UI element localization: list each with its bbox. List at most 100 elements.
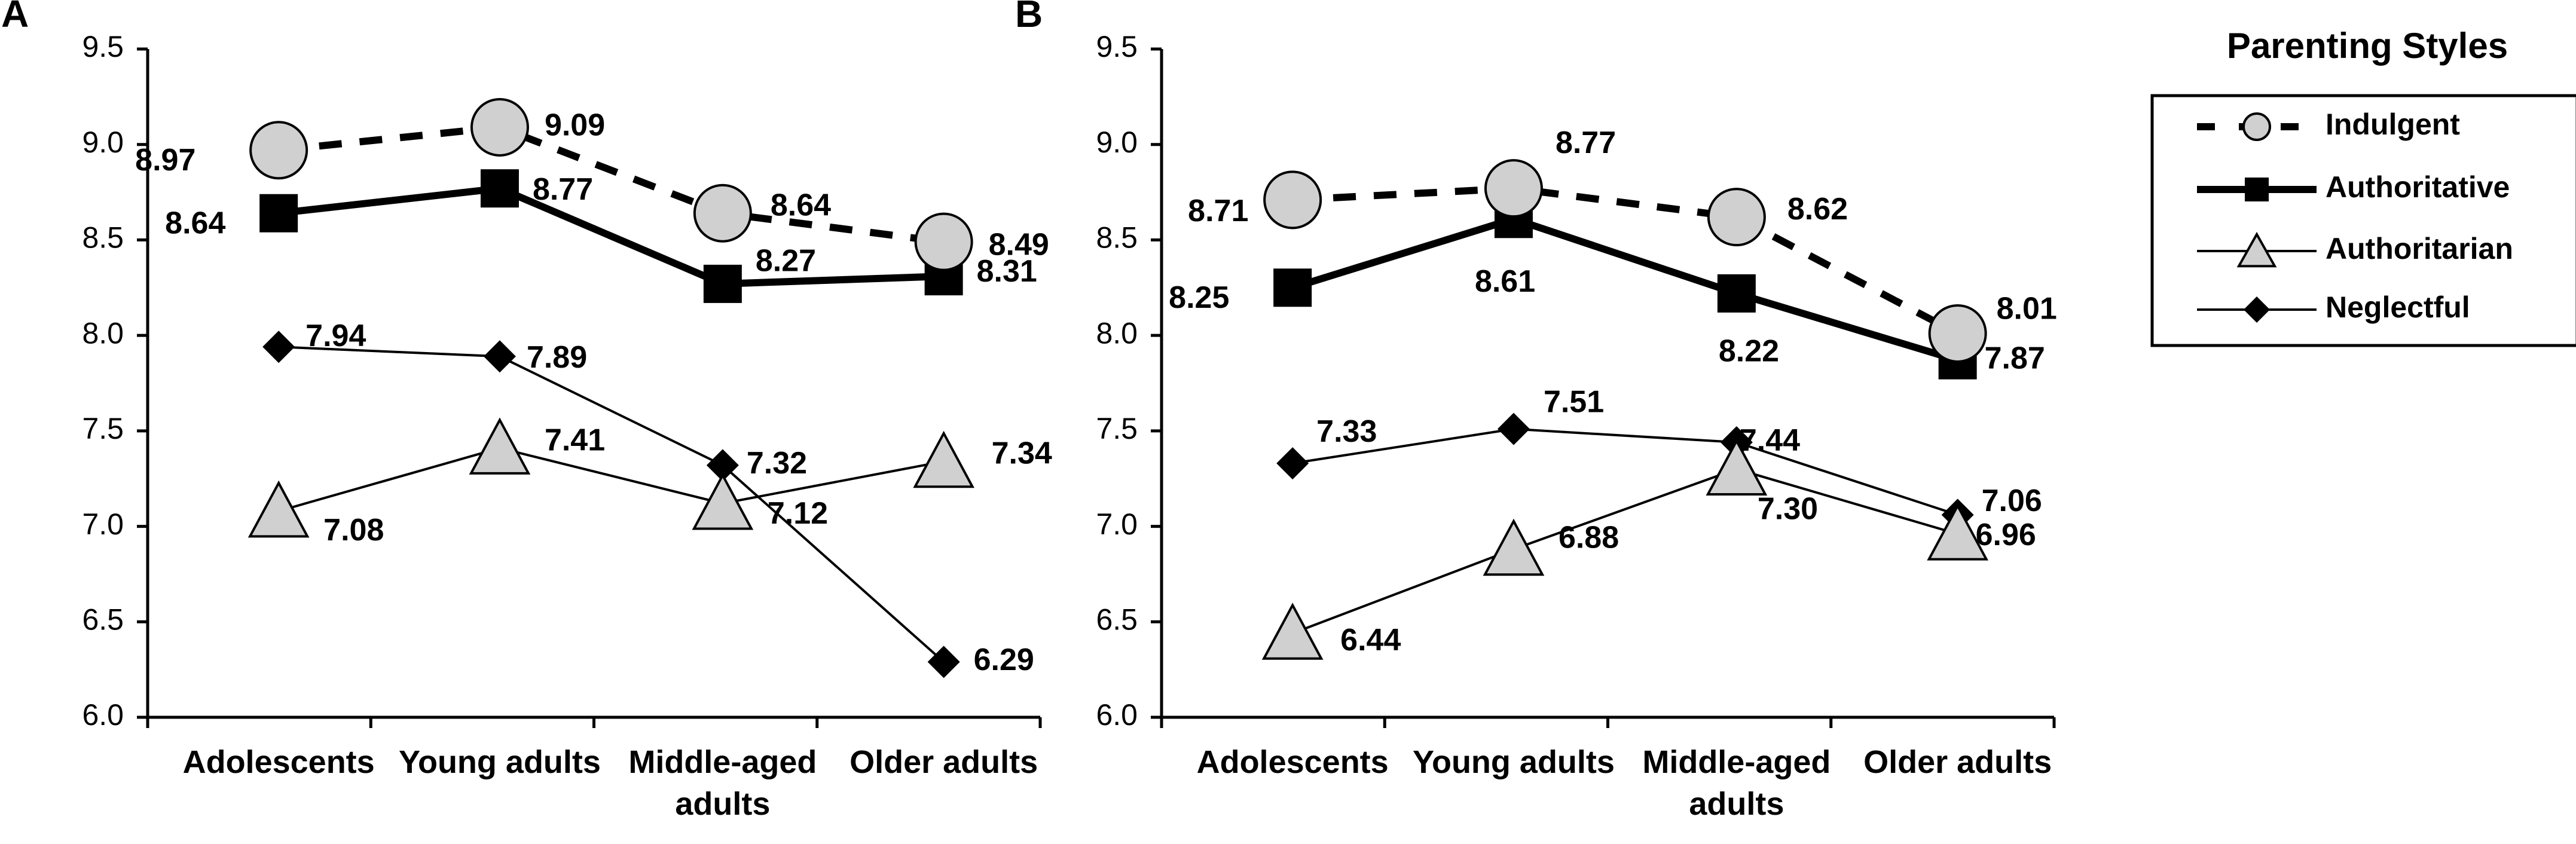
legend-marker-neglectful bbox=[2244, 296, 2270, 323]
point-neglectful-older-adults-a bbox=[927, 646, 960, 678]
legend-label-authoritative: Authoritative bbox=[2326, 170, 2510, 204]
y-tick-label-a: 9.5 bbox=[82, 30, 124, 63]
legend-label-authoritarian: Authoritarian bbox=[2326, 232, 2513, 265]
point-authoritative-middle-aged-adults-b bbox=[1717, 274, 1756, 313]
y-tick-label-b: 6.5 bbox=[1096, 603, 1138, 636]
series-line-neglectful-b bbox=[1292, 427, 1958, 516]
point-authoritarian-young-adults-a bbox=[469, 417, 531, 475]
point-neglectful-adolescents-a bbox=[262, 331, 295, 363]
series-line-authoritarian-b bbox=[1292, 467, 1958, 635]
legend-marker-authoritarian bbox=[2236, 231, 2277, 268]
data-label-authoritative-older-adults-a: 8.31 bbox=[977, 254, 1037, 289]
point-indulgent-adolescents-a bbox=[249, 121, 308, 180]
data-label-authoritarian-adolescents-a: 7.08 bbox=[323, 513, 384, 548]
data-label-authoritative-middle-aged-adults-a: 8.27 bbox=[756, 244, 816, 279]
y-tick-label-b: 7.0 bbox=[1096, 507, 1138, 541]
point-authoritarian-middle-aged-adults-a bbox=[692, 473, 754, 530]
panel-a: A 6.0 6.5 7.0 7.5 8.0 8.5 9.0 9.5 Adolescents Youn… bbox=[1, 0, 1052, 822]
data-label-authoritarian-older-adults-a: 7.34 bbox=[992, 436, 1052, 471]
data-label-authoritarian-middle-aged-adults-a: 7.12 bbox=[768, 496, 828, 531]
point-indulgent-young-adults-b bbox=[1484, 159, 1543, 218]
data-label-neglectful-young-adults-b: 7.51 bbox=[1544, 384, 1604, 419]
x-tick-label-adolescents-b: Adolescents bbox=[1197, 744, 1389, 780]
point-authoritarian-adolescents-a bbox=[247, 480, 310, 538]
data-label-authoritative-middle-aged-adults-b: 8.22 bbox=[1719, 334, 1779, 369]
x-tick-label-adolescents-a: Adolescents bbox=[183, 744, 375, 780]
legend-marker-indulgent bbox=[2242, 112, 2271, 141]
data-label-neglectful-older-adults-b: 7.06 bbox=[1982, 484, 2042, 518]
legend-title: Parenting Styles bbox=[2227, 26, 2508, 66]
panel-b: B 6.0 6.5 7.0 7.5 8.0 8.5 9.0 9.5 Adolescents Youn… bbox=[1015, 0, 2057, 822]
y-tick-label-b: 8.5 bbox=[1096, 221, 1138, 255]
point-neglectful-young-adults-a bbox=[483, 340, 516, 373]
legend-label-neglectful: Neglectful bbox=[2326, 290, 2470, 324]
data-label-indulgent-adolescents-b: 8.71 bbox=[1188, 194, 1248, 228]
data-label-authoritative-young-adults-a: 8.77 bbox=[533, 172, 593, 207]
data-label-neglectful-adolescents-b: 7.33 bbox=[1316, 414, 1377, 449]
y-tick-label-a: 8.0 bbox=[82, 316, 124, 350]
point-neglectful-middle-aged-adults-a bbox=[706, 449, 739, 482]
y-tick-label-b: 7.5 bbox=[1096, 412, 1138, 445]
x-tick-label-middle-aged-adults-a: Middle-aged adults bbox=[628, 744, 817, 822]
x-tick-label-young-adults-a: Young adults bbox=[399, 744, 601, 780]
x-tick-label-young-adults-b: Young adults bbox=[1413, 744, 1615, 780]
legend-box bbox=[2150, 94, 2576, 347]
y-tick-label-a: 6.5 bbox=[82, 603, 124, 636]
data-label-authoritative-adolescents-a: 8.64 bbox=[165, 206, 225, 240]
panel-letter-a: A bbox=[1, 0, 29, 35]
y-tick-label-b: 9.0 bbox=[1096, 126, 1138, 159]
data-label-authoritarian-young-adults-a: 7.41 bbox=[545, 423, 605, 457]
data-label-authoritarian-young-adults-b: 6.88 bbox=[1559, 521, 1619, 555]
legend-label-indulgent: Indulgent bbox=[2326, 108, 2460, 141]
point-indulgent-adolescents-b bbox=[1263, 170, 1322, 230]
point-authoritarian-middle-aged-adults-b bbox=[1706, 438, 1768, 496]
data-label-indulgent-young-adults-b: 8.77 bbox=[1556, 126, 1616, 160]
data-label-authoritative-young-adults-b: 8.61 bbox=[1475, 264, 1535, 299]
point-indulgent-young-adults-a bbox=[470, 97, 529, 157]
data-label-authoritarian-middle-aged-adults-b: 7.30 bbox=[1758, 491, 1818, 526]
y-tick-label-a: 7.0 bbox=[82, 507, 124, 541]
point-authoritative-middle-aged-adults-a bbox=[703, 264, 742, 303]
data-label-authoritative-older-adults-b: 7.87 bbox=[1985, 341, 2045, 375]
y-tick-label-b: 8.0 bbox=[1096, 316, 1138, 350]
data-label-neglectful-middle-aged-adults-b: 7.44 bbox=[1740, 423, 1800, 458]
series-line-authoritative-b bbox=[1291, 215, 1959, 364]
series-line-authoritative-a bbox=[278, 185, 944, 288]
y-tick-label-a: 9.0 bbox=[82, 126, 124, 159]
data-label-authoritative-adolescents-b: 8.25 bbox=[1169, 280, 1229, 315]
point-authoritarian-adolescents-b bbox=[1261, 603, 1324, 660]
point-authoritative-adolescents-a bbox=[259, 194, 298, 233]
x-tick-label-older-adults-b: Older adults bbox=[1863, 744, 2052, 780]
data-label-indulgent-young-adults-a: 9.09 bbox=[545, 108, 605, 143]
series-line-authoritarian-a bbox=[278, 447, 945, 512]
point-indulgent-middle-aged-adults-a bbox=[693, 184, 752, 243]
data-label-authoritarian-adolescents-b: 6.44 bbox=[1340, 623, 1401, 658]
y-tick-label-a: 6.0 bbox=[82, 698, 124, 732]
data-label-authoritarian-older-adults-b: 6.96 bbox=[1976, 518, 2036, 552]
y-tick-label-b: 6.0 bbox=[1096, 698, 1138, 732]
data-label-neglectful-middle-aged-adults-a: 7.32 bbox=[747, 446, 807, 481]
point-neglectful-young-adults-b bbox=[1497, 412, 1530, 445]
data-label-indulgent-older-adults-a: 8.49 bbox=[989, 227, 1049, 262]
point-authoritarian-young-adults-b bbox=[1483, 518, 1545, 576]
data-label-neglectful-adolescents-a: 7.94 bbox=[305, 319, 366, 353]
y-tick-label-b: 9.5 bbox=[1096, 30, 1138, 63]
y-tick-label-a: 8.5 bbox=[82, 221, 124, 255]
point-indulgent-middle-aged-adults-b bbox=[1707, 188, 1766, 247]
y-tick-label-a: 7.5 bbox=[82, 412, 124, 445]
point-authoritative-adolescents-b bbox=[1273, 268, 1312, 307]
series-line-indulgent-a bbox=[278, 123, 945, 246]
point-authoritative-young-adults-a bbox=[480, 169, 519, 208]
point-authoritarian-older-adults-a bbox=[913, 430, 974, 488]
panel-letter-b: B bbox=[1015, 0, 1043, 35]
legend-marker-authoritative bbox=[2245, 178, 2269, 201]
x-tick-label-older-adults-a: Older adults bbox=[850, 744, 1038, 780]
x-tick-label-middle-aged-adults-b: Middle-aged adults bbox=[1642, 744, 1831, 822]
legend: Parenting Styles Indulgent Authoritative Au… bbox=[2150, 26, 2576, 347]
series-line-indulgent-b bbox=[1292, 185, 1960, 337]
point-indulgent-older-adults-b bbox=[1928, 304, 1987, 363]
data-label-indulgent-middle-aged-adults-b: 8.62 bbox=[1787, 192, 1848, 227]
series-line-neglectful-a bbox=[279, 345, 945, 663]
data-label-neglectful-young-adults-a: 7.89 bbox=[527, 340, 587, 375]
